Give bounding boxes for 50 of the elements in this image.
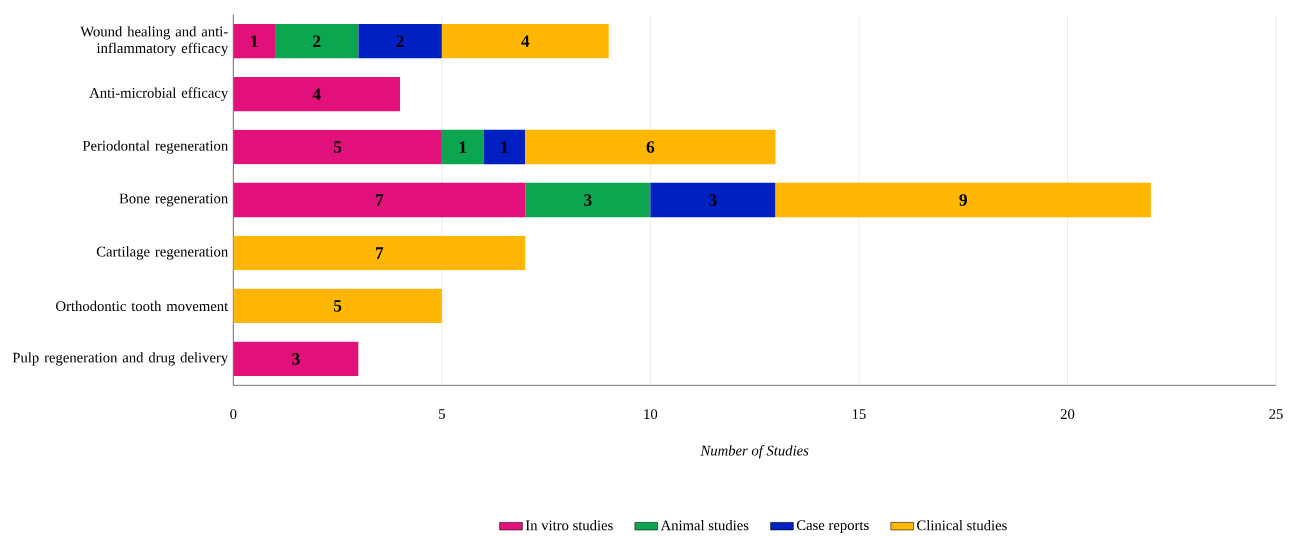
y-tick-label: Periodontal regeneration [82,140,228,154]
legend-label: In vitro studies [525,520,613,531]
y-tick-label: Anti-microbial efficacy [89,87,229,101]
data-label: 3 [709,194,717,206]
data-label: 1 [501,141,508,153]
bar [233,76,401,112]
x-tick-label: 15 [852,409,866,419]
data-label: 3 [584,194,592,206]
x-tick-label: 0 [230,409,237,420]
legend-label: Case reports [796,520,869,534]
bar [650,182,776,218]
data-label: 4 [312,88,321,100]
bar [233,288,442,324]
legend-label: Animal studies [660,520,749,531]
bar [441,23,609,59]
bar [525,182,651,218]
bar [525,129,776,165]
x-tick-label: 5 [439,409,445,419]
bar [775,182,1151,218]
data-label: 6 [646,141,655,153]
x-tick-label: 20 [1060,409,1075,420]
legend-label: Clinical studies [917,520,1007,531]
bar [233,341,359,377]
data-label: 1 [251,35,258,47]
data-label: 2 [396,35,404,47]
bar [233,129,442,165]
data-label: 5 [333,300,342,312]
x-tick-label: 10 [644,409,658,420]
data-label: 5 [333,141,342,153]
data-label: 3 [292,353,300,365]
y-tick-label: Wound healing and anti-inflammatory efficacy [80,26,229,57]
y-tick-label: Pulp regeneration and drug delivery [12,352,229,366]
y-tick-label: Orthodontic tooth movement [56,300,229,312]
y-tick-label: Bone regeneration [119,193,228,207]
data-label: 7 [375,194,384,206]
bar [233,235,526,271]
bar [483,129,526,165]
bar [441,129,484,165]
y-tick-label: Cartilage regeneration [96,246,228,260]
bar [233,182,526,218]
data-label: 4 [521,35,530,47]
bar [275,23,359,59]
data-label: 9 [959,194,967,206]
data-label: 1 [459,141,467,153]
bar [233,23,276,59]
x-axis-title: Number of Studies [700,445,809,459]
data-label: 2 [313,35,321,47]
x-tick-label: 25 [1269,409,1283,420]
data-label: 7 [375,247,384,259]
bar [358,23,442,59]
